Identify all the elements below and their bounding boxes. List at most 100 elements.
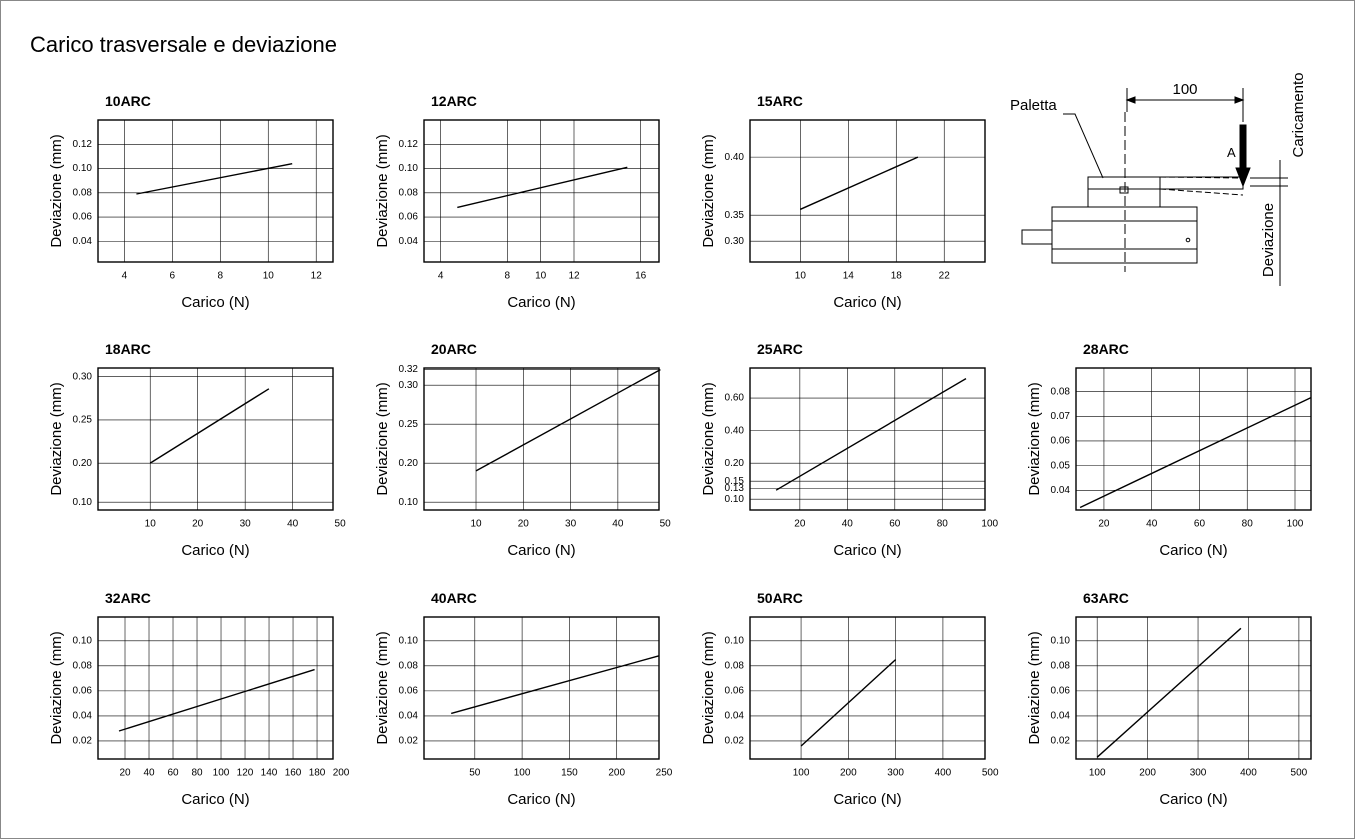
y-tick-label: 0.08 bbox=[1051, 386, 1071, 397]
x-tick-label: 200 bbox=[840, 768, 857, 779]
chart-title: 10ARC bbox=[105, 93, 151, 109]
x-tick-label: 10 bbox=[795, 271, 807, 282]
y-tick-label: 0.02 bbox=[73, 736, 93, 747]
x-tick-label: 250 bbox=[656, 768, 673, 779]
pallet-diagram bbox=[1021, 88, 1288, 286]
x-axis-label: Carico (N) bbox=[181, 791, 249, 808]
x-tick-label: 40 bbox=[612, 519, 624, 530]
data-line bbox=[800, 156, 919, 210]
x-tick-label: 4 bbox=[122, 271, 128, 282]
data-line bbox=[1079, 396, 1312, 509]
x-tick-label: 40 bbox=[1146, 519, 1158, 530]
y-tick-label: 0.06 bbox=[725, 686, 745, 697]
x-tick-label: 500 bbox=[1291, 768, 1308, 779]
x-axis-label: Carico (N) bbox=[833, 294, 901, 311]
x-tick-label: 22 bbox=[939, 271, 951, 282]
plot-frame bbox=[1075, 367, 1312, 511]
x-tick-label: 10 bbox=[535, 271, 547, 282]
y-tick-label: 0.02 bbox=[399, 736, 419, 747]
chart-title: 12ARC bbox=[431, 93, 477, 109]
x-axis-label: Carico (N) bbox=[181, 542, 249, 559]
data-line bbox=[800, 659, 897, 747]
x-tick-label: 400 bbox=[935, 768, 952, 779]
plot-frame bbox=[97, 616, 334, 760]
y-axis-label: Deviazione (mm) bbox=[700, 631, 717, 744]
x-tick-label: 300 bbox=[887, 768, 904, 779]
x-tick-label: 20 bbox=[794, 519, 806, 530]
fitting bbox=[1021, 229, 1053, 245]
y-axis-label: Deviazione (mm) bbox=[1026, 631, 1043, 744]
y-tick-label: 0.60 bbox=[725, 393, 745, 404]
x-tick-label: 20 bbox=[119, 768, 131, 779]
plot-frame bbox=[423, 616, 660, 760]
x-tick-label: 80 bbox=[1242, 519, 1254, 530]
x-tick-label: 500 bbox=[982, 768, 999, 779]
x-tick-label: 60 bbox=[889, 519, 901, 530]
x-tick-label: 180 bbox=[309, 768, 326, 779]
x-tick-label: 100 bbox=[514, 768, 531, 779]
plot-frame bbox=[749, 367, 986, 511]
x-tick-label: 6 bbox=[170, 271, 176, 282]
y-tick-label: 0.25 bbox=[399, 419, 419, 430]
screw bbox=[1185, 237, 1191, 243]
x-tick-label: 100 bbox=[981, 519, 998, 530]
deflection-label: Deviazione bbox=[1260, 203, 1277, 277]
y-tick-label: 0.10 bbox=[399, 635, 419, 646]
y-tick-label: 0.20 bbox=[725, 458, 745, 469]
x-tick-label: 40 bbox=[842, 519, 854, 530]
x-tick-label: 50 bbox=[660, 519, 672, 530]
y-tick-label: 0.10 bbox=[399, 497, 419, 508]
y-tick-label: 0.06 bbox=[399, 686, 419, 697]
x-tick-label: 10 bbox=[470, 519, 482, 530]
data-line bbox=[1096, 627, 1242, 758]
y-tick-label: 0.04 bbox=[73, 236, 93, 247]
y-tick-label: 0.30 bbox=[73, 371, 93, 382]
y-tick-label: 0.02 bbox=[1051, 736, 1071, 747]
plot-frame bbox=[97, 367, 334, 511]
x-tick-label: 40 bbox=[287, 519, 299, 530]
x-axis-label: Carico (N) bbox=[833, 542, 901, 559]
plot-frame bbox=[749, 119, 986, 263]
data-line bbox=[475, 368, 661, 472]
y-tick-label: 0.04 bbox=[73, 711, 93, 722]
y-tick-label: 0.15 bbox=[725, 476, 745, 487]
pin bbox=[1119, 186, 1129, 194]
y-tick-label: 0.07 bbox=[1051, 411, 1071, 422]
y-tick-label: 0.40 bbox=[725, 425, 745, 436]
load-arrow bbox=[1239, 124, 1247, 171]
y-tick-label: 0.05 bbox=[1051, 460, 1071, 471]
y-tick-label: 0.12 bbox=[73, 139, 93, 150]
y-axis-label: Deviazione (mm) bbox=[48, 631, 65, 744]
y-tick-label: 0.02 bbox=[725, 736, 745, 747]
x-tick-label: 80 bbox=[191, 768, 203, 779]
y-tick-label: 0.08 bbox=[73, 660, 93, 671]
data-line bbox=[451, 655, 660, 715]
y-tick-label: 0.20 bbox=[399, 458, 419, 469]
x-axis-label: Carico (N) bbox=[1159, 542, 1227, 559]
pallet-label: Paletta bbox=[1010, 97, 1057, 114]
page-title: Carico trasversale e deviazione bbox=[30, 32, 337, 57]
y-axis-label: Deviazione (mm) bbox=[48, 134, 65, 247]
y-tick-label: 0.04 bbox=[1051, 485, 1071, 496]
x-tick-label: 10 bbox=[145, 519, 157, 530]
x-tick-label: 300 bbox=[1190, 768, 1207, 779]
chart-title: 28ARC bbox=[1083, 341, 1129, 357]
leader-line bbox=[1063, 113, 1104, 179]
y-tick-label: 0.08 bbox=[399, 187, 419, 198]
data-line bbox=[118, 668, 315, 732]
x-tick-label: 80 bbox=[937, 519, 949, 530]
y-tick-label: 0.10 bbox=[73, 497, 93, 508]
x-tick-label: 150 bbox=[561, 768, 578, 779]
y-tick-label: 0.04 bbox=[399, 711, 419, 722]
y-tick-label: 0.30 bbox=[725, 236, 745, 247]
y-tick-label: 0.04 bbox=[1051, 711, 1071, 722]
chart-title: 50ARC bbox=[757, 590, 803, 606]
y-tick-label: 0.06 bbox=[1051, 436, 1071, 447]
y-axis-label: Deviazione (mm) bbox=[700, 382, 717, 495]
chart-title: 63ARC bbox=[1083, 590, 1129, 606]
x-tick-label: 100 bbox=[793, 768, 810, 779]
x-tick-label: 400 bbox=[1240, 768, 1257, 779]
chart-title: 40ARC bbox=[431, 590, 477, 606]
chart-title: 18ARC bbox=[105, 341, 151, 357]
